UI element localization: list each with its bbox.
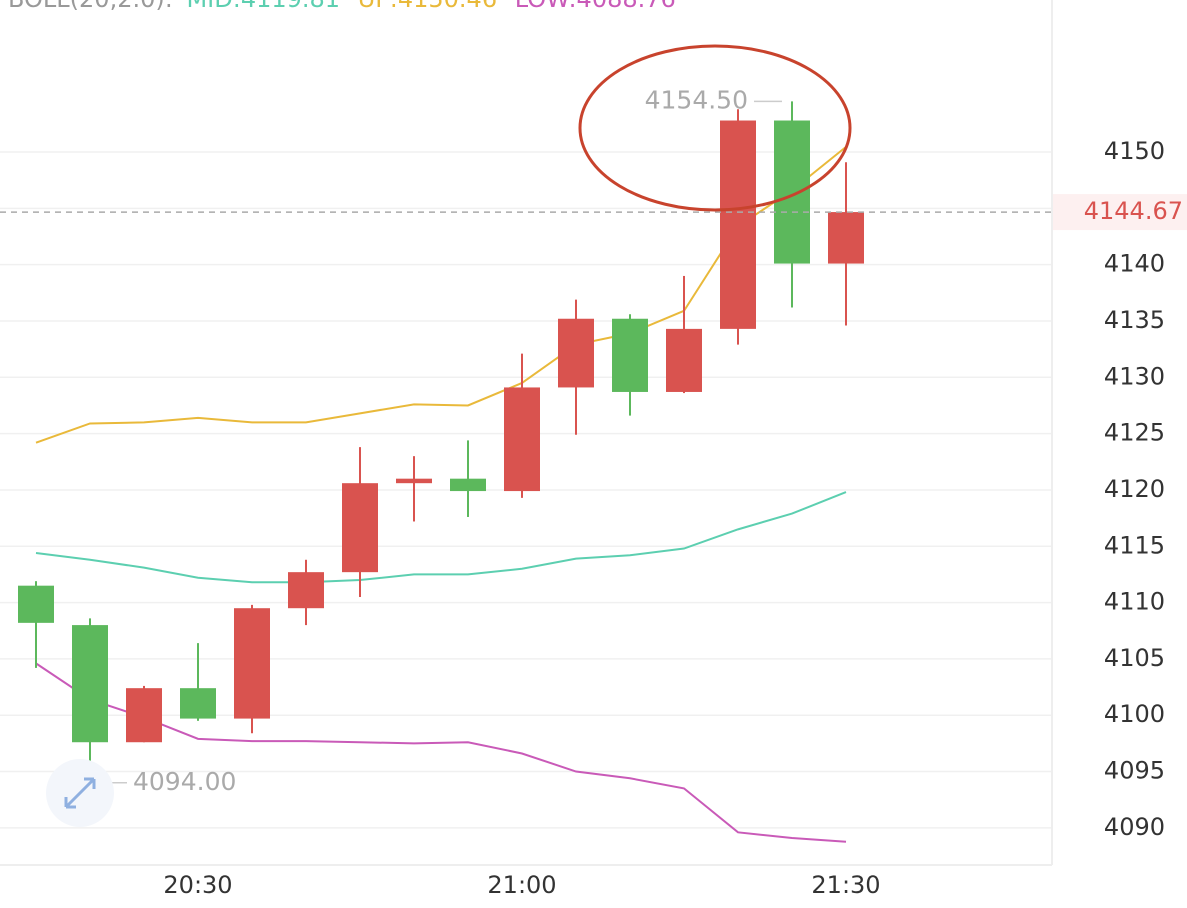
y-tick-label: 4125: [1104, 419, 1165, 447]
candle-body: [666, 328, 702, 392]
candle-body: [450, 478, 486, 492]
y-tick-label: 4100: [1104, 700, 1165, 728]
boll-line: [35, 146, 847, 444]
indicator-name: BOLL(20,2.0):: [8, 0, 173, 13]
y-tick-label: 4095: [1104, 757, 1165, 785]
y-tick-label: 4120: [1104, 475, 1165, 503]
candle-body: [180, 688, 216, 719]
candle-body: [504, 387, 540, 492]
highlight-circle: [578, 44, 852, 212]
expand-icon: [64, 777, 96, 809]
candle-body: [234, 608, 270, 719]
candle-body: [828, 212, 864, 264]
y-tick-label: 4110: [1104, 588, 1165, 616]
candles: [18, 101, 864, 783]
candle-body: [774, 120, 810, 264]
labels: 4090 4095 4100 4105 4110 4115 4120 4125 4130 4135…: [0, 85, 1187, 899]
grid: [0, 151, 1052, 829]
candle-body: [558, 318, 594, 388]
boll-line: [35, 491, 847, 584]
candle-body: [126, 688, 162, 743]
y-tick-label: 4130: [1104, 362, 1165, 390]
y-tick-label: 4090: [1104, 813, 1165, 841]
indicator-header: BOLL(20,2.0): MID:4119.81 UP:4150.46 LOW…: [8, 0, 676, 13]
legend-entry: LOW:4088.76: [515, 0, 676, 13]
expand-button[interactable]: [46, 759, 114, 827]
candle-body: [288, 572, 324, 609]
candle-body: [612, 318, 648, 392]
candle-body: [72, 625, 108, 743]
legend-entry: UP:4150.46: [358, 0, 497, 13]
y-tick-label: 4140: [1104, 250, 1165, 278]
y-tick-label: 4115: [1104, 531, 1165, 559]
legend-entry: MID:4119.81: [186, 0, 340, 13]
y-tick-label: 4105: [1104, 644, 1165, 672]
candle-body: [396, 478, 432, 484]
min-label: 4094.00: [133, 767, 236, 796]
y-tick-label: 4135: [1104, 306, 1165, 334]
indicator-lines: [35, 146, 847, 843]
max-label: 4154.50: [645, 85, 748, 114]
x-tick-label: 21:00: [487, 871, 556, 899]
candle-body: [342, 483, 378, 573]
x-tick-label: 20:30: [163, 871, 232, 899]
candle-body: [720, 120, 756, 329]
last-price-bg: [1053, 194, 1187, 231]
last-price-label: 4144.67: [1084, 197, 1183, 225]
candle-body: [18, 585, 54, 623]
y-tick-label: 4150: [1104, 137, 1165, 165]
boll-line: [35, 662, 847, 843]
x-tick-label: 21:30: [811, 871, 880, 899]
